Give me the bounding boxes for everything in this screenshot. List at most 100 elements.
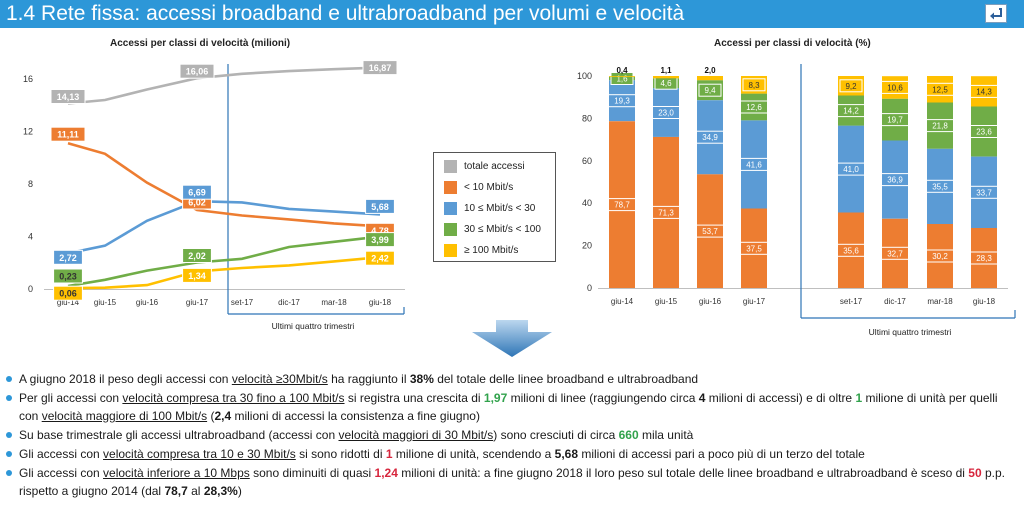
data-label: 21,8 bbox=[932, 122, 948, 131]
legend-swatch bbox=[444, 244, 457, 257]
bullet-item: Gli accessi con velocità inferiore a 10 … bbox=[6, 464, 1020, 500]
data-label-box bbox=[50, 126, 86, 142]
data-label-box bbox=[608, 198, 636, 212]
data-label: 0,06 bbox=[59, 289, 77, 299]
bullet-text: del totale delle linee broadband e ultra… bbox=[433, 372, 699, 386]
data-label: 32,7 bbox=[887, 249, 903, 258]
data-label-box bbox=[881, 113, 909, 127]
legend-label: 30 ≤ Mbit/s < 100 bbox=[464, 224, 541, 235]
bullet-text: si sono ridotti di bbox=[295, 447, 386, 461]
bullet-text: milioni di unità: a fine giugno 2018 il … bbox=[397, 466, 969, 480]
x-tick-label: set-17 bbox=[840, 297, 863, 306]
data-label-box bbox=[365, 250, 395, 266]
data-label: 19,3 bbox=[614, 97, 630, 106]
data-label: 6,69 bbox=[188, 188, 206, 198]
x-tick-label: set-17 bbox=[231, 298, 254, 307]
data-label-box bbox=[837, 104, 865, 118]
data-label: 14,13 bbox=[57, 92, 80, 102]
data-label-box bbox=[740, 157, 768, 171]
legend-label: totale accessi bbox=[464, 161, 525, 172]
bullet-text: Su base trimestrale gli accessi ultrabro… bbox=[19, 428, 339, 442]
data-label: 16,87 bbox=[369, 63, 392, 73]
series-line-lt10 bbox=[67, 141, 381, 228]
data-label: 2,72 bbox=[59, 253, 77, 263]
y-tick-label: 0 bbox=[587, 283, 592, 293]
data-label: 36,9 bbox=[887, 176, 903, 185]
data-label-box bbox=[696, 130, 724, 144]
series-line-totale bbox=[67, 66, 381, 105]
bar-segment-ge100 bbox=[697, 76, 723, 81]
bullet-text: si registra una crescita di bbox=[344, 391, 484, 405]
y-tick-label: 16 bbox=[23, 74, 33, 84]
bullet-text: 1 bbox=[385, 447, 393, 461]
legend-label: 10 ≤ Mbit/s < 30 bbox=[464, 203, 536, 214]
x-tick-label: giu-18 bbox=[369, 298, 392, 307]
x-tick-label: giu-16 bbox=[136, 298, 159, 307]
data-label-box bbox=[970, 185, 998, 199]
data-label-box bbox=[740, 100, 768, 114]
bar-segment-ge100 bbox=[653, 76, 679, 79]
data-label-box bbox=[742, 78, 766, 92]
legend-item: < 10 Mbit/s bbox=[444, 181, 556, 195]
data-label-box bbox=[608, 94, 636, 108]
chart-legend: totale accessi < 10 Mbit/s 10 ≤ Mbit/s <… bbox=[433, 152, 556, 262]
bullet-text: ) sono cresciuti di circa bbox=[493, 428, 619, 442]
return-arrow-icon bbox=[990, 8, 1002, 20]
legend-item: ≥ 100 Mbit/s bbox=[444, 244, 556, 258]
bullet-text: mila unità bbox=[638, 428, 694, 442]
bullet-text: velocità inferiore a 10 Mbps bbox=[103, 466, 250, 480]
data-label: 2,42 bbox=[371, 254, 389, 264]
data-label: 16,06 bbox=[186, 67, 209, 77]
x-tick-label: giu-15 bbox=[94, 298, 117, 307]
y-tick-label: 60 bbox=[582, 156, 592, 166]
bullet-text: velocità maggiore di 100 Mbit/s bbox=[41, 409, 208, 423]
x-tick-label: giu-15 bbox=[655, 297, 678, 306]
data-label: 12,5 bbox=[932, 85, 948, 94]
data-label: 35,6 bbox=[843, 246, 859, 255]
x-tick-label: dic-17 bbox=[278, 298, 300, 307]
data-label-box bbox=[610, 72, 634, 85]
bullet-text: velocità maggiori di 30 Mbit/s bbox=[338, 428, 494, 442]
bullet-text: Gli accessi con bbox=[19, 466, 104, 480]
bullet-text: 78,7 bbox=[164, 484, 188, 498]
data-label-box bbox=[839, 79, 863, 93]
y-tick-label: 8 bbox=[28, 179, 33, 189]
bullet-dot-icon bbox=[6, 376, 12, 382]
data-label-box bbox=[53, 249, 83, 265]
data-label-box bbox=[837, 243, 865, 257]
bullet-text: A giugno 2018 il peso degli accessi con bbox=[19, 372, 232, 386]
page-title: 1.4 Rete fissa: accessi broadband e ultr… bbox=[6, 2, 685, 25]
data-label-box bbox=[182, 184, 212, 200]
data-label-box bbox=[740, 241, 768, 255]
y-tick-label: 80 bbox=[582, 113, 592, 123]
data-label-box bbox=[926, 119, 954, 133]
data-label: 8,3 bbox=[748, 81, 760, 90]
bullet-text: Gli accessi con bbox=[19, 447, 104, 461]
data-label: 23,0 bbox=[658, 109, 674, 118]
data-label: 23,6 bbox=[976, 128, 992, 137]
x-tick-label: giu-17 bbox=[743, 297, 766, 306]
data-label: 33,7 bbox=[976, 188, 992, 197]
chart2-title: Accessi per classi di velocità (%) bbox=[714, 38, 871, 49]
data-label: 1,1 bbox=[660, 66, 672, 75]
data-label: 14,3 bbox=[976, 87, 992, 96]
data-label: 1,6 bbox=[616, 75, 628, 84]
data-label-box bbox=[179, 63, 215, 79]
data-label-box bbox=[652, 205, 680, 219]
legend-item: 10 ≤ Mbit/s < 30 bbox=[444, 202, 556, 216]
data-label: 2,02 bbox=[188, 251, 206, 261]
back-button[interactable] bbox=[985, 4, 1007, 23]
data-label-box bbox=[53, 285, 83, 301]
bullet-text: 4 bbox=[698, 391, 706, 405]
x-tick-label: mar-18 bbox=[927, 297, 953, 306]
bullet-text: velocità compresa tra 30 fino a 100 Mbit… bbox=[122, 391, 345, 405]
bullet-text: Per gli accessi con bbox=[19, 391, 123, 405]
bullet-text: 1 bbox=[855, 391, 863, 405]
data-label: 9,2 bbox=[845, 82, 857, 91]
data-label: 12,6 bbox=[746, 103, 762, 112]
data-label-box bbox=[926, 82, 954, 96]
bullet-text: ( bbox=[207, 409, 215, 423]
legend-item: 30 ≤ Mbit/s < 100 bbox=[444, 223, 556, 237]
data-label: 4,78 bbox=[371, 226, 389, 236]
data-label-box bbox=[970, 251, 998, 265]
